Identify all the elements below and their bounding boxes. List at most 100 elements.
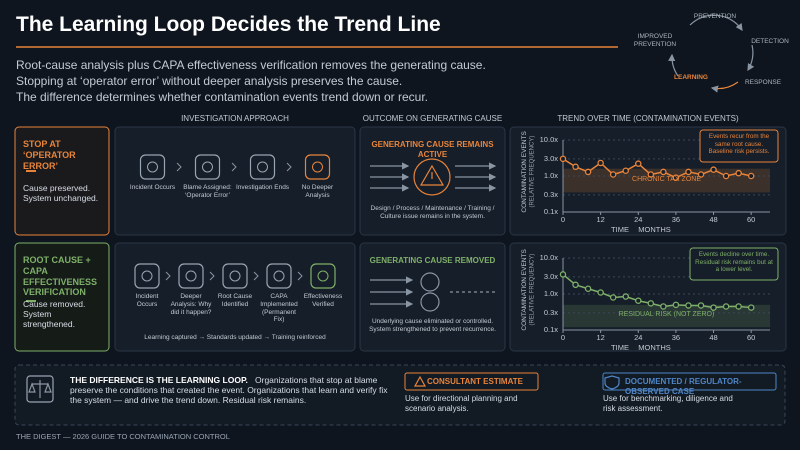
outcome-text: Design / Process / Maintenance / Trainin… [370, 205, 495, 220]
data-point [710, 166, 717, 173]
subtitle-line: Stopping at ‘operator error’ without dee… [16, 74, 403, 88]
y-tick-label: 3.0x [543, 271, 558, 281]
annotation: Events recur from the same root cause. B… [708, 133, 770, 156]
step-icon-detail [317, 270, 329, 282]
data-point [647, 300, 655, 307]
step-label: No Deeper Analysis [301, 184, 334, 199]
data-point [685, 302, 692, 309]
x-tick-label: 36 [671, 333, 681, 342]
data-point [597, 289, 604, 296]
y-tick-label: 0.1x [543, 325, 558, 334]
outcome-text: Underlying cause eliminated or controlle… [369, 318, 496, 333]
step-icon-detail [273, 270, 285, 282]
trend-line [562, 273, 752, 309]
data-point [622, 293, 629, 300]
step-icon-detail [229, 270, 241, 282]
data-point [559, 155, 567, 163]
y-tick-label: 0.3x [543, 307, 558, 317]
step-icon-detail [312, 161, 323, 173]
step-arrow [165, 271, 171, 281]
column-header: TREND OVER TIME (CONTAMINATION EVENTS) [557, 114, 739, 123]
data-point [697, 171, 705, 178]
loop-diagram [668, 14, 755, 93]
y-tick-label: 10.0x [539, 135, 558, 144]
data-point [747, 304, 755, 311]
y-tick-label: 10.0x [539, 253, 558, 262]
loop-step: DETECTION [751, 38, 789, 45]
step-arrow [176, 162, 182, 172]
column-header: OUTCOME ON GENERATING CAUSE [362, 114, 503, 123]
data-point [672, 174, 680, 181]
data-point [722, 303, 730, 310]
outcome-title: GENERATING CAUSE REMOVED [369, 256, 496, 265]
x-axis-unit: MONTHS [638, 225, 671, 234]
step-icon-detail [147, 161, 158, 173]
data-point [722, 172, 730, 180]
data-point [572, 281, 579, 289]
subtitle-line: The difference determines whether contam… [16, 90, 429, 104]
outcome-icons [26, 158, 620, 403]
annotation: Events decline over time. Residual risk … [695, 251, 773, 274]
step-label: Incident Occurs [135, 293, 159, 308]
x-tick-label: 48 [709, 333, 718, 342]
data-point [747, 172, 755, 180]
step-icon-detail [185, 270, 197, 282]
y-tick-label: 1.0x [543, 171, 558, 180]
y-axis-label: CONTAMINATION EVENTS [521, 131, 529, 213]
steps-caption: Learning captured → Standards updated → … [144, 334, 326, 341]
panels [14, 126, 787, 426]
step-icon [139, 154, 166, 180]
x-tick-label: 12 [596, 333, 605, 342]
x-tick-label: 0 [560, 333, 566, 342]
data-point [559, 271, 567, 278]
summary-heading: THE DIFFERENCE IS THE LEARNING LOOP. [70, 375, 248, 385]
row-summary: Cause removed. System strengthened. [23, 299, 86, 330]
x-tick-label: 60 [747, 215, 756, 224]
step-arrow [286, 162, 292, 172]
step-icon-detail [257, 161, 268, 173]
zone-label: RESIDUAL RISK (NOT ZERO) [618, 310, 715, 318]
x-tick-label: 0 [560, 215, 566, 224]
y-tick-label: 0.1x [543, 207, 558, 216]
data-point [584, 285, 592, 292]
step-label: Blame Assigned: ‘Operator Error’ [183, 184, 232, 199]
data-point [584, 168, 592, 176]
data-point [609, 294, 617, 301]
footer: THE DIGEST — 2026 GUIDE TO CONTAMINATION… [16, 432, 230, 441]
step-icon [304, 154, 331, 180]
title: The Learning Loop Decides the Trend Line [16, 13, 441, 36]
zone-label: CHRONIC TAX ZONE [632, 175, 701, 183]
data-point [609, 171, 617, 178]
annotation-box [689, 247, 779, 281]
y-axis-label-note: (RELATIVE FREQUENCY) [529, 135, 536, 208]
trend-line [562, 158, 752, 179]
annotation-box [699, 129, 779, 163]
step-icon [178, 263, 204, 289]
loop-step: IMPROVED PREVENTION [633, 33, 677, 48]
data-point [735, 303, 742, 310]
step-label: Investigation Ends [235, 184, 290, 191]
risk-zone [563, 304, 770, 328]
data-point [735, 169, 742, 177]
step-icon [310, 263, 336, 289]
step-arrow [231, 162, 237, 172]
loop-step: RESPONSE [744, 79, 782, 86]
y-tick-label: 3.0x [543, 153, 558, 163]
data-point [647, 171, 655, 178]
step-icon [249, 154, 276, 180]
summary-text: Organizations that stop at blame preserv… [70, 375, 388, 406]
x-tick-label: 60 [747, 333, 756, 342]
x-tick-label: 12 [596, 215, 605, 224]
step-arrow [253, 271, 259, 281]
y-tick-label: 0.3x [543, 189, 558, 199]
data-point [672, 301, 680, 309]
step-label: Root Cause Identified [217, 293, 253, 308]
step-icon [134, 263, 160, 289]
x-axis-label: TIME [611, 343, 629, 352]
data-point [697, 302, 705, 309]
y-axis-label-note: (RELATIVE FREQUENCY) [529, 253, 536, 326]
column-header: INVESTIGATION APPROACH [181, 114, 289, 123]
step-label: Effectiveness Verified [303, 293, 343, 308]
